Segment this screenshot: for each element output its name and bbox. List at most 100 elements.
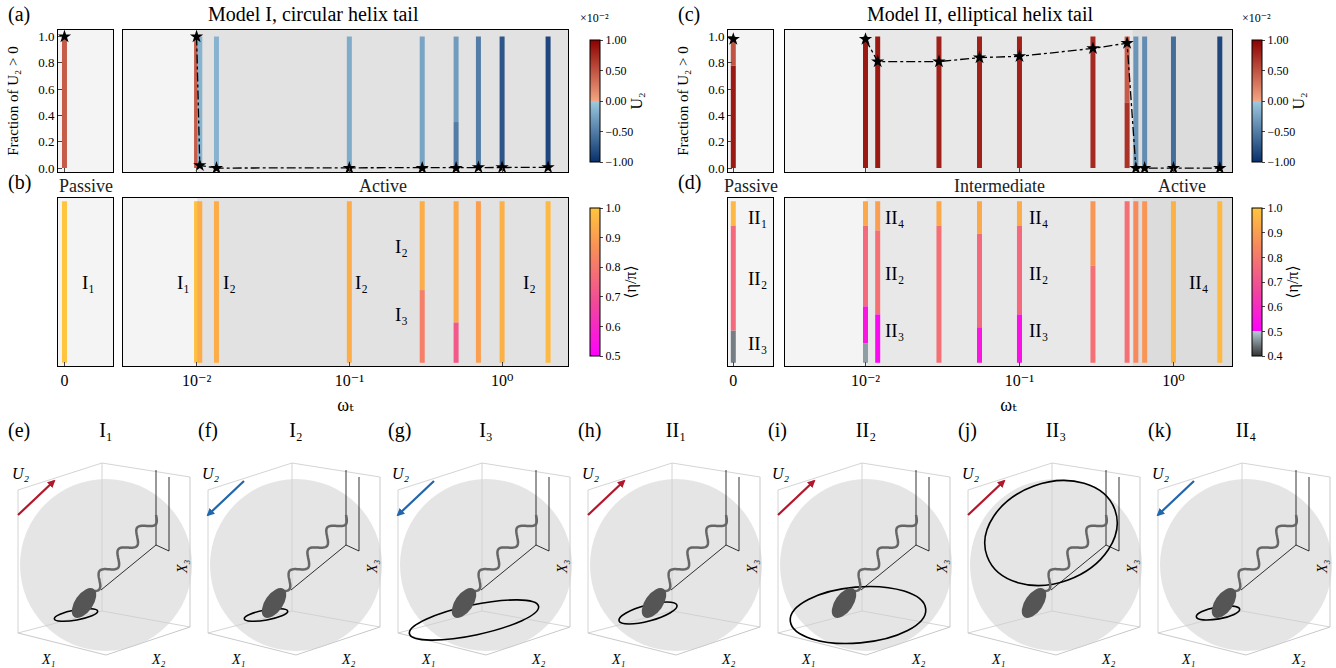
svg-text:II₄: II₄ bbox=[1236, 419, 1256, 441]
svg-text:10⁰: 10⁰ bbox=[491, 372, 513, 389]
svg-text:0.5: 0.5 bbox=[605, 349, 620, 363]
svg-text:U₂: U₂ bbox=[582, 465, 600, 482]
svg-text:0.0: 0.0 bbox=[708, 161, 724, 176]
svg-text:0.6: 0.6 bbox=[605, 320, 620, 334]
svg-text:X₁: X₁ bbox=[421, 652, 435, 667]
svg-text:(j): (j) bbox=[958, 419, 977, 442]
svg-text:Model II, elliptical helix tai: Model II, elliptical helix tail bbox=[867, 3, 1093, 26]
svg-text:Fraction of U₂ > 0: Fraction of U₂ > 0 bbox=[675, 46, 691, 156]
svg-text:(h): (h) bbox=[578, 419, 601, 442]
svg-text:1.0: 1.0 bbox=[1267, 201, 1282, 215]
svg-text:10⁻²: 10⁻² bbox=[182, 372, 211, 389]
svg-text:II₁: II₁ bbox=[748, 207, 767, 228]
svg-text:0.00: 0.00 bbox=[605, 94, 626, 108]
svg-text:0.7: 0.7 bbox=[1267, 275, 1282, 289]
svg-text:U₂: U₂ bbox=[1290, 92, 1307, 109]
svg-text:0.9: 0.9 bbox=[1267, 226, 1282, 240]
svg-text:X₂: X₂ bbox=[151, 652, 166, 667]
svg-text:10⁻¹: 10⁻¹ bbox=[335, 372, 364, 389]
svg-text:X₃: X₃ bbox=[175, 559, 190, 574]
svg-text:Active: Active bbox=[1158, 176, 1206, 196]
svg-text:(b): (b) bbox=[8, 171, 31, 194]
svg-text:X₃: X₃ bbox=[1125, 559, 1140, 574]
svg-text:I₃: I₃ bbox=[395, 304, 408, 325]
svg-text:II₄: II₄ bbox=[1029, 207, 1048, 228]
svg-text:X₂: X₂ bbox=[721, 652, 736, 667]
svg-text:0.0: 0.0 bbox=[38, 161, 54, 176]
svg-text:1.0: 1.0 bbox=[38, 29, 54, 44]
svg-text:II₂: II₂ bbox=[856, 419, 876, 441]
svg-text:I₂: I₂ bbox=[355, 272, 368, 293]
svg-text:(i): (i) bbox=[768, 419, 787, 442]
svg-text:0.2: 0.2 bbox=[708, 134, 724, 149]
svg-text:II₄: II₄ bbox=[1189, 272, 1208, 293]
svg-text:(e): (e) bbox=[8, 419, 30, 442]
svg-text:U₂: U₂ bbox=[628, 92, 645, 109]
svg-text:U₂: U₂ bbox=[12, 465, 30, 482]
svg-text:0.9: 0.9 bbox=[605, 231, 620, 245]
svg-text:Intermediate: Intermediate bbox=[954, 176, 1045, 196]
svg-text:0.4: 0.4 bbox=[708, 108, 725, 123]
svg-text:0.8: 0.8 bbox=[605, 260, 620, 274]
svg-text:ωₜ: ωₜ bbox=[1000, 395, 1017, 415]
svg-text:Passive: Passive bbox=[724, 176, 778, 196]
svg-text:X₃: X₃ bbox=[1315, 559, 1330, 574]
svg-text:0.6: 0.6 bbox=[38, 82, 55, 97]
svg-text:0.5: 0.5 bbox=[1267, 325, 1282, 339]
svg-text:×10⁻²: ×10⁻² bbox=[1242, 11, 1271, 25]
svg-text:X₂: X₂ bbox=[911, 652, 926, 667]
svg-text:X₂: X₂ bbox=[531, 652, 546, 667]
svg-text:X₂: X₂ bbox=[1101, 652, 1116, 667]
svg-text:X₂: X₂ bbox=[1291, 652, 1306, 667]
svg-text:U₂: U₂ bbox=[772, 465, 790, 482]
svg-text:II₂: II₂ bbox=[748, 268, 767, 289]
svg-text:X₃: X₃ bbox=[745, 559, 760, 574]
svg-text:0.4: 0.4 bbox=[1267, 349, 1282, 363]
svg-text:1.00: 1.00 bbox=[605, 33, 626, 47]
svg-text:I₂: I₂ bbox=[289, 419, 303, 441]
svg-text:0.8: 0.8 bbox=[708, 55, 724, 70]
svg-text:1.00: 1.00 bbox=[1267, 33, 1288, 47]
svg-text:−1.00: −1.00 bbox=[605, 155, 633, 169]
svg-text:I₂: I₂ bbox=[223, 272, 236, 293]
svg-text:⟨η/π⟩: ⟨η/π⟩ bbox=[622, 265, 640, 298]
svg-text:U₂: U₂ bbox=[1152, 465, 1170, 482]
svg-text:0.8: 0.8 bbox=[38, 55, 54, 70]
svg-text:X₁: X₁ bbox=[41, 652, 55, 667]
svg-text:X₃: X₃ bbox=[555, 559, 570, 574]
svg-text:0.6: 0.6 bbox=[708, 82, 725, 97]
svg-text:10⁰: 10⁰ bbox=[1162, 372, 1184, 389]
svg-text:0: 0 bbox=[729, 372, 737, 389]
svg-text:X₁: X₁ bbox=[231, 652, 245, 667]
svg-text:(c): (c) bbox=[678, 3, 700, 26]
svg-text:1.0: 1.0 bbox=[708, 29, 724, 44]
svg-text:II₃: II₃ bbox=[1046, 419, 1066, 441]
svg-text:U₂: U₂ bbox=[392, 465, 410, 482]
svg-text:(k): (k) bbox=[1148, 419, 1171, 442]
svg-text:Fraction of U₂ > 0: Fraction of U₂ > 0 bbox=[5, 46, 21, 156]
svg-text:U₂: U₂ bbox=[962, 465, 980, 482]
svg-text:II₂: II₂ bbox=[885, 263, 904, 284]
svg-text:0.6: 0.6 bbox=[1267, 300, 1282, 314]
svg-text:II₁: II₁ bbox=[666, 419, 686, 441]
svg-text:II₃: II₃ bbox=[748, 333, 767, 354]
svg-text:−0.50: −0.50 bbox=[1267, 125, 1295, 139]
svg-text:(g): (g) bbox=[388, 419, 411, 442]
svg-text:X₁: X₁ bbox=[991, 652, 1005, 667]
svg-text:−0.50: −0.50 bbox=[605, 125, 633, 139]
svg-text:Model I, circular helix tail: Model I, circular helix tail bbox=[208, 3, 419, 25]
svg-text:10⁻¹: 10⁻¹ bbox=[1005, 372, 1034, 389]
svg-text:0.8: 0.8 bbox=[1267, 251, 1282, 265]
svg-text:II₃: II₃ bbox=[885, 320, 904, 341]
svg-text:I₁: I₁ bbox=[99, 419, 113, 441]
svg-text:X₂: X₂ bbox=[341, 652, 356, 667]
svg-text:0.50: 0.50 bbox=[1267, 64, 1288, 78]
svg-text:U₂: U₂ bbox=[202, 465, 220, 482]
svg-text:I₂: I₂ bbox=[523, 272, 536, 293]
svg-text:Passive: Passive bbox=[59, 176, 113, 196]
svg-text:X₁: X₁ bbox=[611, 652, 625, 667]
svg-text:0.7: 0.7 bbox=[605, 290, 620, 304]
svg-text:II₂: II₂ bbox=[1029, 263, 1048, 284]
svg-text:0.2: 0.2 bbox=[38, 134, 54, 149]
svg-text:(f): (f) bbox=[198, 419, 218, 442]
